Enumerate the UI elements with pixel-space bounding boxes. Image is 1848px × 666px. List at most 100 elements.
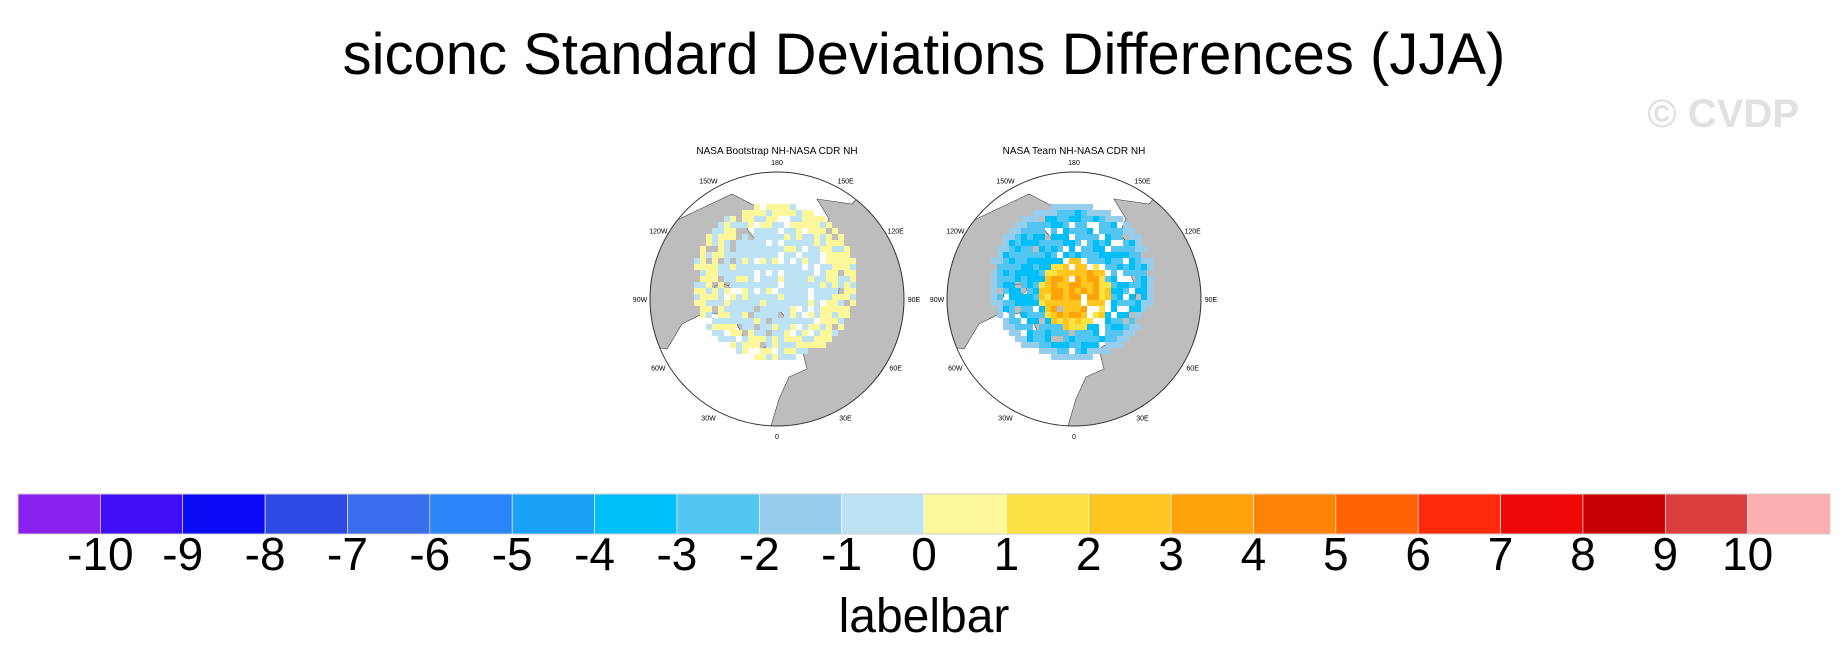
- ice-diff-cell: [748, 294, 754, 300]
- ice-diff-cell: [1129, 270, 1135, 276]
- ice-diff-cell: [754, 240, 760, 246]
- ice-diff-cell: [826, 222, 832, 228]
- ice-diff-cell: [784, 348, 790, 354]
- ice-diff-cell: [1063, 210, 1069, 216]
- ice-diff-cell: [802, 348, 808, 354]
- ice-diff-cell: [766, 324, 772, 330]
- ice-diff-cell: [1003, 318, 1009, 324]
- ice-diff-cell: [1075, 330, 1081, 336]
- ice-diff-cell: [784, 228, 790, 234]
- ice-diff-cell: [1087, 276, 1093, 282]
- ice-diff-cell: [820, 216, 826, 222]
- ice-diff-cell: [712, 300, 718, 306]
- polar-map: 180 150E 120E 90E 60E 30E 0 30W 60W 90W 120W 150W: [633, 160, 921, 440]
- ice-diff-cell: [814, 282, 820, 288]
- ice-diff-cell: [826, 336, 832, 342]
- colorbar-tick-label: 2: [1076, 528, 1102, 580]
- ice-diff-cell: [712, 234, 718, 240]
- ice-diff-cell: [1057, 282, 1063, 288]
- map-panel-team: NASA Team NH-NASA CDR NH 180 150E 120E 90E 6…: [924, 140, 1224, 440]
- ice-diff-cell: [796, 216, 802, 222]
- ice-diff-cell: [718, 330, 724, 336]
- ice-diff-cell: [736, 306, 742, 312]
- ice-diff-cell: [1039, 306, 1045, 312]
- ice-diff-cell: [808, 222, 814, 228]
- ice-diff-cell: [832, 258, 838, 264]
- longitude-label: 60E: [1186, 366, 1199, 373]
- ice-diff-cell: [1111, 222, 1117, 228]
- ice-diff-cell: [1099, 276, 1105, 282]
- colorbar-box: [1747, 493, 1831, 535]
- ice-diff-cell: [820, 282, 826, 288]
- ice-diff-cell: [1057, 354, 1063, 360]
- ice-diff-cell: [997, 270, 1003, 276]
- ice-diff-cell: [991, 300, 997, 306]
- ice-diff-cell: [832, 300, 838, 306]
- ice-diff-cell: [1009, 318, 1015, 324]
- ice-diff-cell: [1045, 264, 1051, 270]
- ice-diff-cell: [1045, 216, 1051, 222]
- ice-diff-cell: [784, 330, 790, 336]
- ice-diff-cell: [1045, 258, 1051, 264]
- ice-diff-cell: [748, 306, 754, 312]
- ice-diff-cell: [718, 288, 724, 294]
- ice-diff-cell: [997, 246, 1003, 252]
- ice-diff-cell: [1087, 270, 1093, 276]
- ice-diff-cell: [820, 306, 826, 312]
- ice-diff-cell: [808, 318, 814, 324]
- ice-diff-cell: [796, 276, 802, 282]
- ice-diff-cell: [1021, 234, 1027, 240]
- ice-diff-cell: [1135, 240, 1141, 246]
- ice-diff-cell: [1015, 330, 1021, 336]
- ice-diff-cell: [706, 276, 712, 282]
- ice-diff-cell: [796, 234, 802, 240]
- ice-diff-cell: [991, 282, 997, 288]
- ice-diff-cell: [1063, 252, 1069, 258]
- ice-diff-cell: [1051, 330, 1057, 336]
- ice-diff-cell: [1075, 336, 1081, 342]
- ice-diff-cell: [790, 336, 796, 342]
- longitude-label: 0: [775, 434, 779, 440]
- ice-diff-cell: [796, 288, 802, 294]
- ice-diff-cell: [826, 312, 832, 318]
- ice-diff-cell: [1123, 330, 1129, 336]
- ice-diff-cell: [1003, 300, 1009, 306]
- ice-diff-cell: [784, 300, 790, 306]
- ice-diff-cell: [1105, 330, 1111, 336]
- figure-title: siconc Standard Deviations Differences (…: [342, 22, 1506, 87]
- ice-diff-cell: [706, 264, 712, 270]
- ice-diff-cell: [1063, 228, 1069, 234]
- ice-diff-cell: [784, 234, 790, 240]
- ice-diff-cell: [1051, 306, 1057, 312]
- ice-diff-cell: [1051, 258, 1057, 264]
- ice-diff-cell: [706, 252, 712, 258]
- ice-diff-cell: [1003, 252, 1009, 258]
- ice-diff-cell: [1135, 264, 1141, 270]
- ice-diff-cell: [1057, 342, 1063, 348]
- ice-diff-cell: [772, 264, 778, 270]
- ice-diff-cell: [754, 318, 760, 324]
- ice-diff-cell: [1015, 336, 1021, 342]
- ice-diff-cell: [1009, 240, 1015, 246]
- ice-diff-cell: [1087, 336, 1093, 342]
- ice-diff-cell: [766, 336, 772, 342]
- ice-diff-cell: [1021, 336, 1027, 342]
- ice-diff-cell: [760, 312, 766, 318]
- ice-diff-cell: [736, 282, 742, 288]
- ice-diff-cell: [796, 258, 802, 264]
- ice-diff-cell: [1087, 252, 1093, 258]
- ice-diff-cell: [814, 324, 820, 330]
- ice-diff-cell: [1129, 240, 1135, 246]
- ice-diff-cell: [820, 318, 826, 324]
- ice-diff-cell: [1051, 210, 1057, 216]
- ice-diff-cell: [1027, 324, 1033, 330]
- colorbar-tick-label: -4: [574, 528, 615, 580]
- ice-diff-cell: [838, 240, 844, 246]
- ice-diff-cell: [802, 252, 808, 258]
- ice-diff-cell: [772, 354, 778, 360]
- ice-diff-cell: [760, 294, 766, 300]
- ice-diff-cell: [1063, 348, 1069, 354]
- ice-diff-cell: [832, 294, 838, 300]
- ice-diff-cell: [712, 228, 718, 234]
- ice-diff-cell: [1009, 312, 1015, 318]
